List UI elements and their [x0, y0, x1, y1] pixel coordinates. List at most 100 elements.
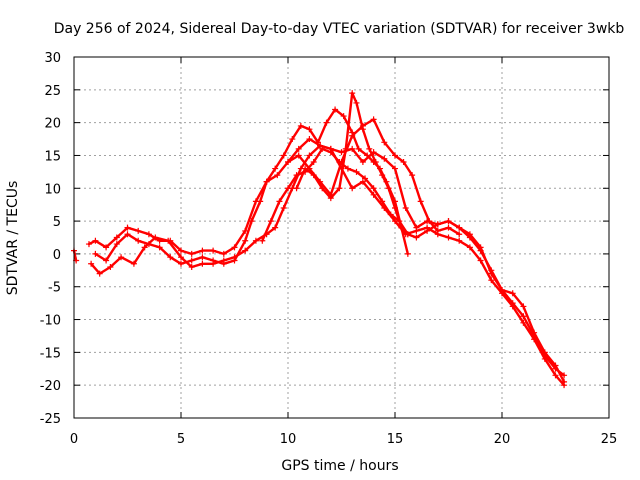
- data-point: [381, 155, 388, 162]
- data-point: [404, 250, 411, 257]
- y-tick-label: 20: [44, 117, 61, 132]
- x-axis-label: GPS time / hours: [281, 458, 398, 474]
- data-point: [145, 231, 152, 238]
- data-point: [509, 290, 516, 297]
- data-point: [280, 204, 287, 211]
- data-point: [379, 198, 386, 205]
- data-point: [552, 372, 559, 379]
- data-point: [188, 257, 195, 264]
- data-point: [413, 227, 420, 234]
- data-point: [178, 254, 184, 261]
- data-point: [366, 145, 373, 152]
- data-point: [113, 234, 120, 241]
- data-point: [267, 218, 274, 225]
- data-point: [310, 159, 317, 166]
- data-point: [392, 165, 398, 172]
- y-tick-label: 0: [53, 248, 61, 263]
- data-point: [130, 260, 137, 267]
- data-point: [317, 178, 324, 185]
- data-point: [531, 332, 538, 339]
- data-point: [402, 204, 409, 211]
- data-point: [552, 365, 559, 372]
- data-point: [561, 382, 568, 389]
- data-point: [466, 234, 473, 241]
- data-point: [242, 237, 249, 244]
- series-trace: [286, 118, 461, 236]
- data-point: [167, 254, 174, 261]
- data-point: [359, 178, 366, 185]
- y-tick-label: -5: [48, 281, 61, 296]
- data-point: [362, 175, 369, 182]
- data-point: [85, 241, 92, 248]
- data-point: [210, 247, 217, 254]
- x-tick-label: 5: [177, 432, 185, 447]
- data-point: [92, 237, 99, 244]
- data-point: [398, 224, 405, 231]
- data-point: [323, 119, 330, 126]
- data-point: [242, 247, 249, 254]
- data-point: [349, 132, 356, 139]
- chart-title: Day 256 of 2024, Sidereal Day-to-day VTE…: [54, 21, 625, 37]
- plot-frame: [73, 56, 610, 419]
- data-point: [297, 122, 304, 129]
- data-point: [477, 257, 484, 264]
- y-tick-label: 15: [44, 149, 61, 164]
- data-point: [379, 172, 386, 179]
- data-point: [355, 145, 362, 152]
- data-point: [88, 260, 95, 267]
- data-point: [426, 218, 433, 225]
- data-point: [295, 145, 302, 152]
- data-point: [372, 159, 379, 166]
- data-point: [257, 198, 264, 205]
- data-point: [220, 260, 227, 267]
- y-tick-label: -15: [40, 346, 61, 361]
- data-point: [344, 165, 351, 172]
- data-point: [293, 185, 300, 192]
- data-point: [252, 237, 259, 244]
- data-point: [113, 241, 120, 248]
- data-point: [434, 227, 441, 234]
- data-point: [96, 270, 103, 277]
- series-track-d: [92, 106, 568, 379]
- data-point: [263, 178, 270, 185]
- data-point: [332, 106, 339, 113]
- data-point: [359, 159, 366, 166]
- data-point: [520, 319, 527, 326]
- data-point: [424, 227, 431, 234]
- x-tick-label: 0: [70, 432, 78, 447]
- y-tick-label: 10: [44, 182, 61, 197]
- data-point: [445, 218, 452, 225]
- data-point: [400, 159, 407, 166]
- data-point: [92, 250, 99, 257]
- data-point: [520, 303, 527, 310]
- data-series: [71, 90, 568, 389]
- data-point: [295, 152, 302, 159]
- data-point: [231, 244, 238, 251]
- data-point: [327, 149, 334, 156]
- data-point: [188, 264, 195, 271]
- data-point: [118, 254, 125, 261]
- data-point: [381, 139, 388, 146]
- data-point: [107, 264, 114, 271]
- data-point: [338, 159, 345, 166]
- data-point: [285, 159, 291, 166]
- data-point: [280, 152, 287, 159]
- data-point: [289, 136, 296, 143]
- data-point: [272, 165, 279, 172]
- data-point: [336, 185, 343, 192]
- data-point: [456, 237, 463, 244]
- series-track-e: [259, 145, 411, 244]
- data-point: [541, 352, 548, 359]
- data-point: [178, 247, 184, 254]
- data-point: [456, 231, 463, 238]
- data-point: [520, 313, 527, 320]
- data-point: [124, 224, 131, 231]
- data-point: [466, 244, 473, 251]
- data-point: [220, 250, 227, 257]
- data-point: [103, 244, 110, 251]
- data-point: [327, 191, 334, 198]
- data-point: [561, 372, 568, 379]
- data-point: [276, 198, 283, 205]
- y-tick-label: 30: [44, 51, 61, 66]
- data-point: [445, 224, 452, 231]
